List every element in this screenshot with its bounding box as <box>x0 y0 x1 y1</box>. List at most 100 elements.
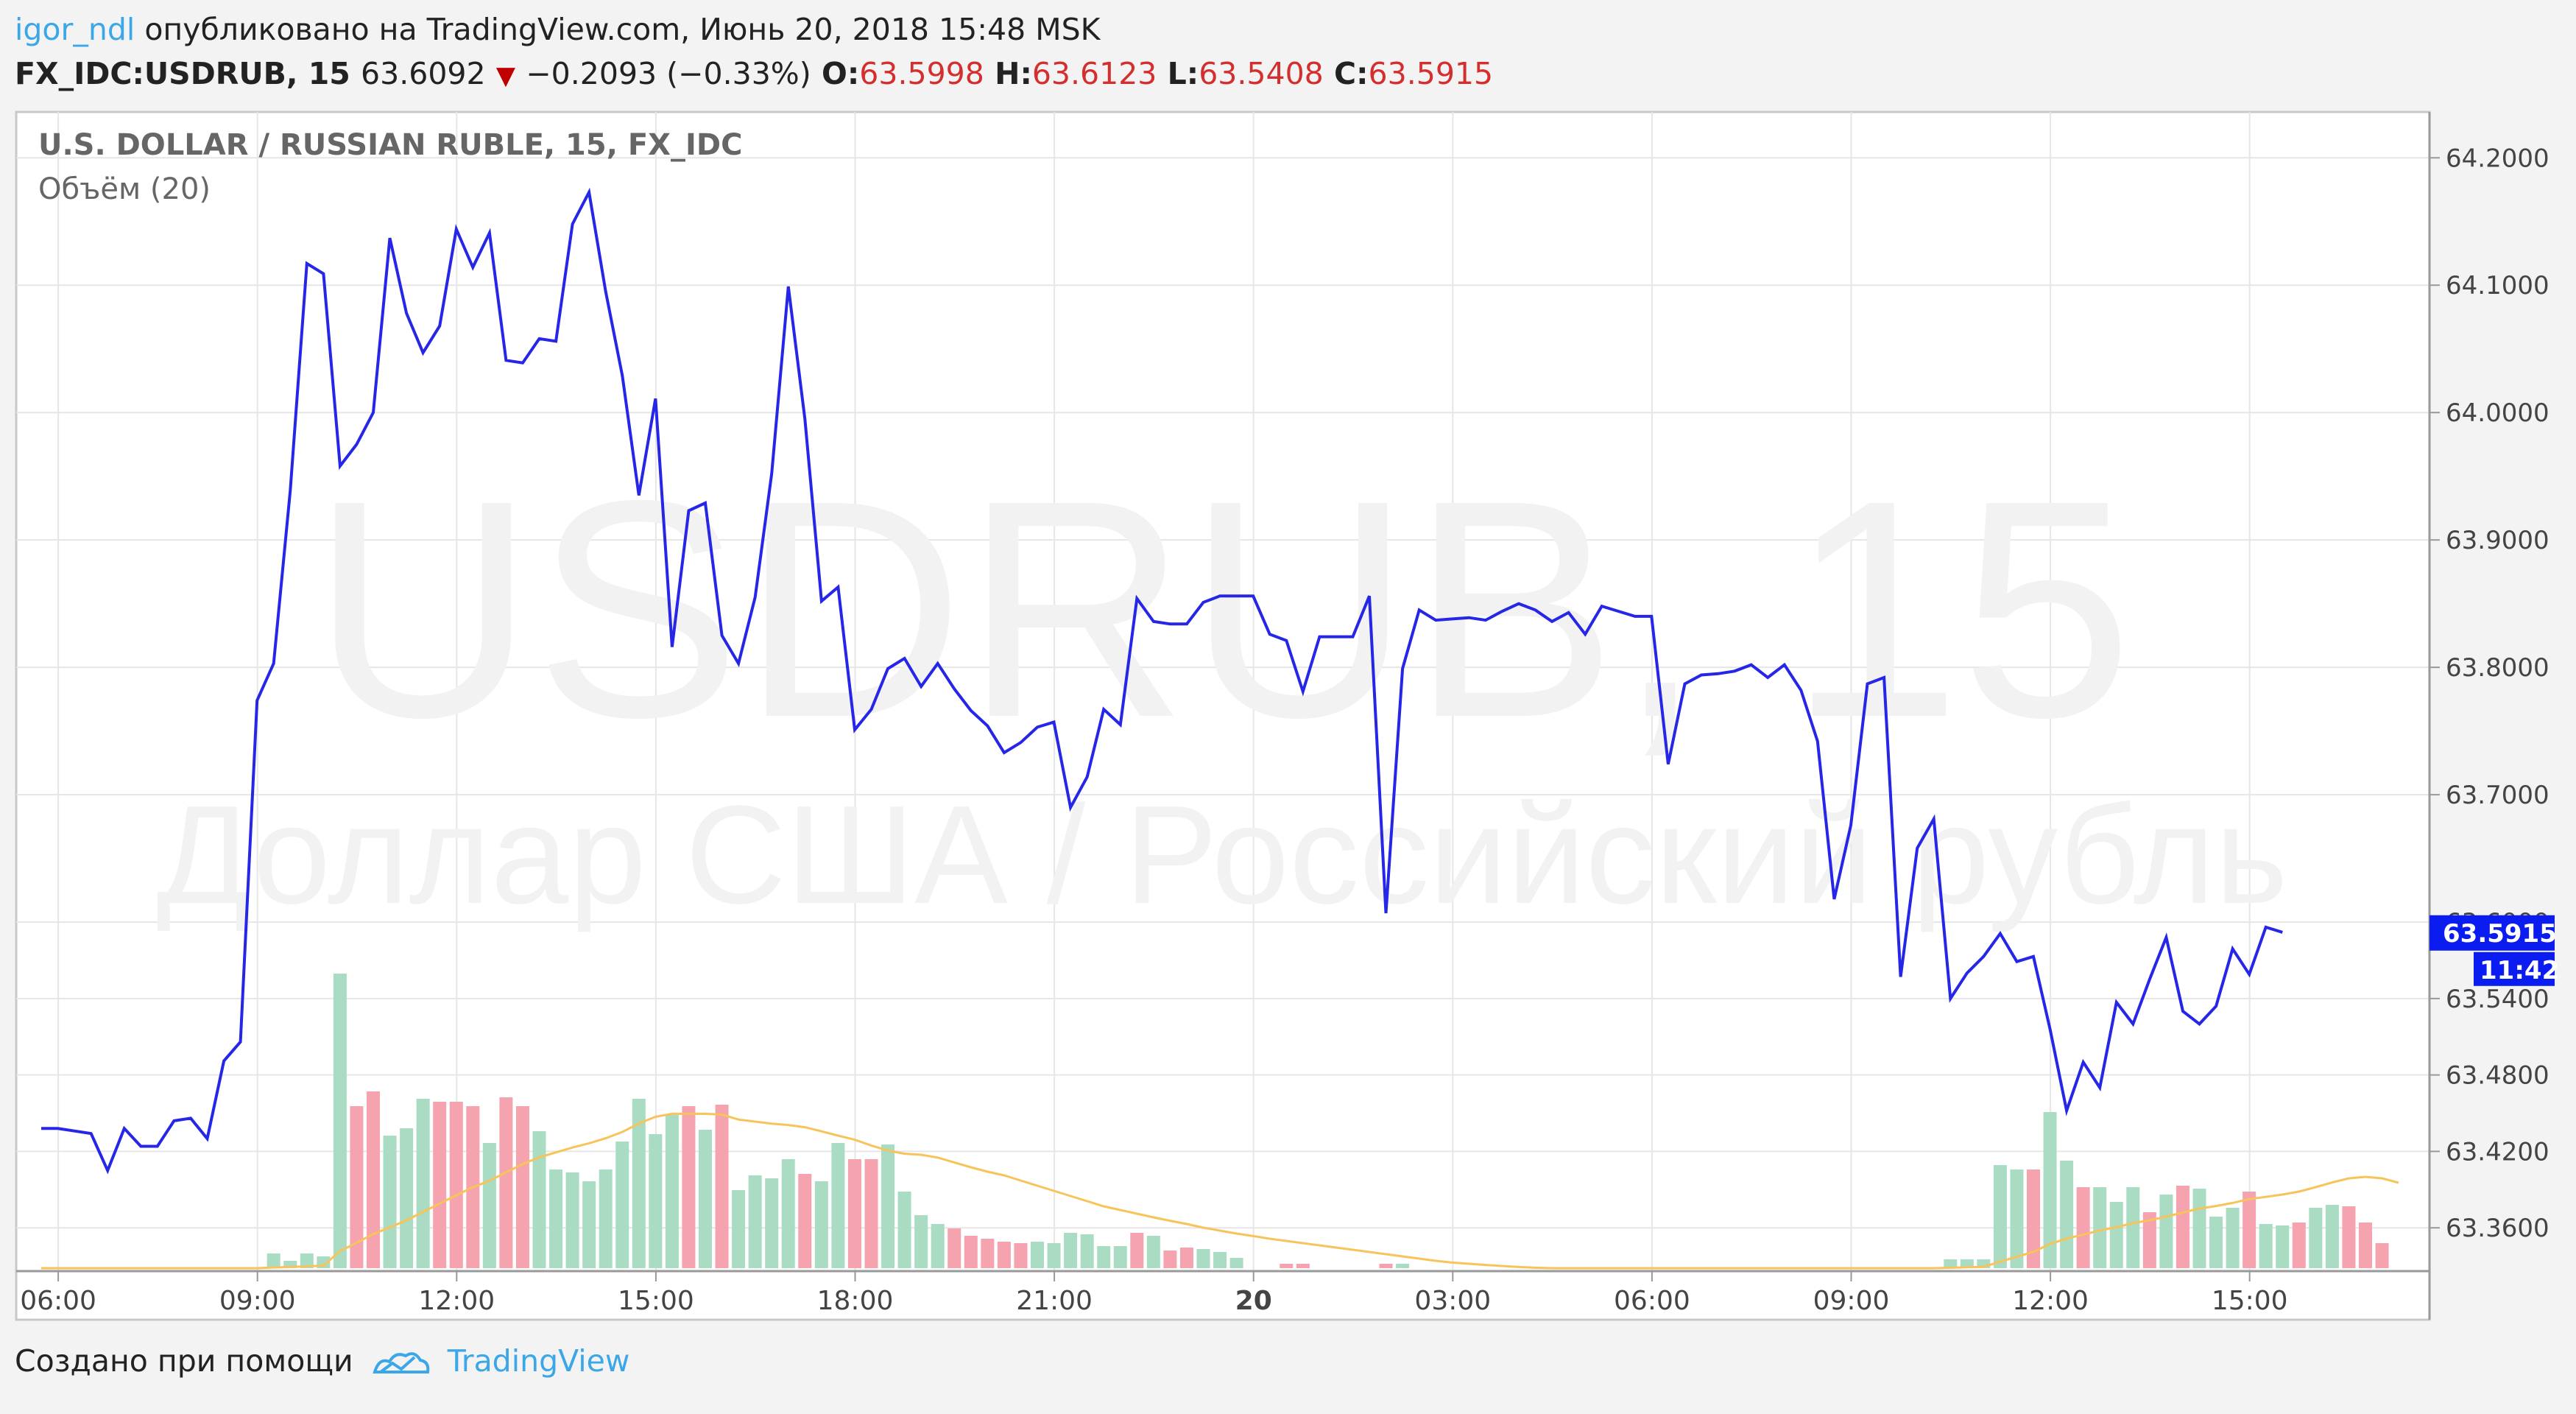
volume-bar <box>682 1106 696 1268</box>
close-value: 63.5915 <box>1368 56 1494 91</box>
volume-bar <box>1163 1251 1177 1268</box>
volume-bar <box>1960 1259 1974 1268</box>
volume-bar <box>1130 1233 1144 1268</box>
low-label: L: <box>1167 56 1199 91</box>
volume-bar <box>1993 1165 2007 1268</box>
volume-bar <box>997 1242 1011 1268</box>
symbol-label: FX_IDC:USDRUB, 15 <box>15 56 350 91</box>
volume-bar <box>781 1159 795 1268</box>
volume-bar <box>416 1099 430 1268</box>
low-value: 63.5408 <box>1199 56 1324 91</box>
countdown-badge-bg <box>2474 952 2555 986</box>
volume-bar <box>1179 1248 1193 1268</box>
volume-bar <box>699 1130 712 1268</box>
volume-bar <box>2076 1187 2090 1268</box>
watermark: USDRUB, 15 Доллар США / Российский рубль <box>157 437 2288 933</box>
last-price-badge-text: 63.5915 <box>2443 919 2557 949</box>
y-tick-label: 63.8000 <box>2446 653 2549 683</box>
x-tick-label: 06:00 <box>20 1286 96 1316</box>
volume-bar <box>2159 1195 2173 1268</box>
x-tick-label: 15:00 <box>618 1286 694 1316</box>
volume-bar <box>1944 1259 1958 1268</box>
countdown-badge-text: 11:42 <box>2480 956 2559 985</box>
volume-bar <box>964 1236 978 1268</box>
x-tick-label: 09:00 <box>219 1286 296 1316</box>
volume-bar <box>565 1172 579 1268</box>
volume-bar <box>2292 1223 2306 1268</box>
footer: Создано при помощи TradingView <box>15 1339 629 1383</box>
volume-bar <box>665 1115 679 1268</box>
open-label: O: <box>822 56 860 91</box>
volume-bar <box>333 974 347 1268</box>
volume-bar <box>482 1143 496 1268</box>
volume-bars <box>267 974 2389 1268</box>
volume-bar <box>831 1143 845 1268</box>
x-tick-label: 18:00 <box>817 1286 894 1316</box>
volume-ma-line <box>41 1112 2399 1270</box>
volume-bar <box>532 1131 546 1268</box>
watermark-name: Доллар США / Российский рубль <box>157 777 2288 933</box>
volume-bar <box>649 1134 663 1268</box>
volume-bar <box>632 1099 646 1268</box>
legend-volume: Объём (20) <box>38 172 211 206</box>
tradingview-link[interactable]: TradingView <box>447 1343 630 1379</box>
volume-bar <box>715 1105 729 1268</box>
volume-bar <box>765 1178 779 1268</box>
y-tick-label: 63.7000 <box>2446 781 2549 810</box>
volume-bar <box>1296 1264 1310 1268</box>
volume-bar <box>948 1228 961 1268</box>
price-axis[interactable]: 64.2000 64.1000 64.0000 63.9000 63.8000 63.70… <box>2429 144 2549 1243</box>
time-axis[interactable]: 06:00 09:00 12:00 15:00 18:00 21:00 20 03:00 06:… <box>20 1271 2288 1316</box>
volume-bar <box>847 1159 861 1268</box>
tradingview-logo-icon[interactable] <box>372 1347 431 1379</box>
x-tick-label: 15:00 <box>2212 1286 2288 1316</box>
close-label: C: <box>1334 56 1369 91</box>
volume-bar <box>1229 1258 1243 1268</box>
volume-bar <box>2126 1187 2140 1268</box>
volume-bar <box>2192 1189 2206 1268</box>
publish-line: igor_ndl опубликовано на TradingView.com… <box>15 9 1101 50</box>
volume-bar <box>2242 1192 2256 1268</box>
volume-bar <box>2359 1223 2372 1268</box>
volume-bar <box>2043 1112 2057 1268</box>
high-value: 63.6123 <box>1031 56 1157 91</box>
legend-title: U.S. DOLLAR / RUSSIAN RUBLE, 15, FX_IDC <box>38 128 742 162</box>
y-tick-label: 63.4200 <box>2446 1137 2549 1167</box>
volume-bar <box>2142 1212 2156 1268</box>
volume-bar <box>350 1106 364 1268</box>
volume-bar <box>1097 1246 1111 1268</box>
volume-bar <box>267 1253 280 1268</box>
x-tick-label: 03:00 <box>1414 1286 1491 1316</box>
created-with-text: Создано при помощи <box>15 1343 353 1379</box>
volume-bar <box>1280 1264 1294 1268</box>
down-arrow-icon: ▼ <box>495 61 516 91</box>
legend: U.S. DOLLAR / RUSSIAN RUBLE, 15, FX_IDC … <box>38 128 742 206</box>
volume-bar <box>2093 1187 2107 1268</box>
x-tick-label: 12:00 <box>418 1286 495 1316</box>
ohlc-line: FX_IDC:USDRUB, 15 63.6092 ▼ −0.2093 (−0.… <box>15 53 1493 96</box>
y-tick-label: 64.2000 <box>2446 144 2549 173</box>
volume-bar <box>449 1102 463 1268</box>
volume-bar <box>283 1261 297 1268</box>
last-price: 63.6092 <box>361 56 486 91</box>
volume-bar <box>499 1097 513 1268</box>
volume-bar <box>897 1192 911 1268</box>
y-tick-label: 63.4800 <box>2446 1061 2549 1091</box>
volume-bar <box>2109 1202 2123 1268</box>
volume-bar <box>2060 1161 2074 1268</box>
volume-bar <box>748 1175 762 1268</box>
y-tick-label: 64.0000 <box>2446 398 2549 428</box>
x-tick-label: 20 <box>1235 1286 1272 1316</box>
volume-bar <box>2176 1186 2189 1268</box>
volume-bar <box>1213 1252 1227 1268</box>
author-link[interactable]: igor_ndl <box>15 12 135 47</box>
last-price-badge: 63.5915 11:42 <box>2429 915 2559 986</box>
volume-bar <box>1196 1249 1210 1268</box>
volume-bar <box>981 1239 995 1268</box>
volume-bar <box>881 1144 895 1268</box>
volume-bar <box>400 1128 414 1268</box>
volume-bar <box>1080 1234 1094 1268</box>
volume-bar <box>582 1181 596 1268</box>
volume-bar <box>615 1142 629 1268</box>
price-chart[interactable]: USDRUB, 15 Доллар США / Российский рубль… <box>0 109 2576 1332</box>
